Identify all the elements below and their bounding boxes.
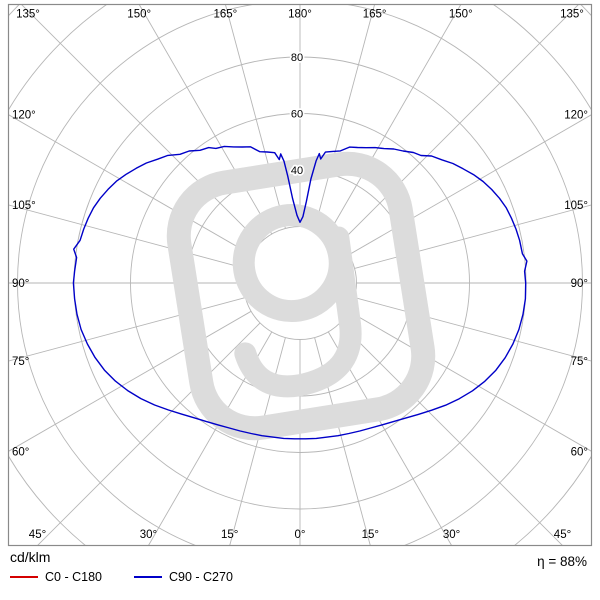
grid-radial-line — [348, 114, 592, 256]
angle-label: 180° — [288, 9, 312, 21]
angle-label: 30° — [140, 529, 157, 541]
angle-label: 165° — [363, 9, 387, 21]
grid-radial-line — [348, 310, 592, 452]
grid-radial-line — [147, 331, 273, 546]
grid-radial-line — [354, 204, 592, 269]
angle-label: 75° — [571, 356, 588, 368]
angle-label: 0° — [295, 529, 306, 541]
grid-radial-line — [339, 322, 564, 546]
polar-intensity-chart: 165° 150° 135° 120° 105° 90° 75° 60° 45° 30° 15° 0°… — [7, 3, 593, 547]
curve-C90-C270 — [72, 145, 528, 440]
angle-label: 165° — [214, 9, 238, 21]
grid-radial-line — [327, 4, 462, 235]
angle-label: 150° — [449, 9, 473, 21]
grid-radial-line — [354, 297, 592, 362]
grid-radial-line — [314, 337, 371, 546]
watermark-ring-shape — [232, 204, 351, 323]
angle-label: 45° — [29, 529, 46, 541]
watermark-logo — [166, 151, 436, 441]
angle-label: 30° — [443, 529, 460, 541]
ring-value-label: 40 — [291, 165, 303, 177]
chart-frame — [7, 3, 593, 547]
angle-label: 15° — [362, 529, 379, 541]
angle-label: 105° — [12, 200, 36, 212]
angle-label: 60° — [571, 446, 588, 458]
grid-radial-line — [138, 4, 273, 235]
angle-label: 75° — [12, 356, 29, 368]
legend-label-c0-c180: C0 - C180 — [45, 570, 102, 584]
legend: C0 - C180 C90 - C270 — [10, 570, 265, 584]
angle-label: 90° — [571, 278, 588, 290]
grid-radial-line — [36, 322, 261, 546]
watermark-frame-shape — [166, 151, 436, 441]
legend-entry-c0-c180: C0 - C180 — [10, 570, 102, 584]
grid-radial-line — [224, 4, 286, 229]
grid-radial-line — [20, 4, 261, 244]
angle-label: 60° — [12, 446, 29, 458]
angle-label: 120° — [564, 110, 588, 122]
angle-label: 120° — [12, 110, 36, 122]
efficiency-value: η = 88% — [537, 554, 587, 569]
grid-radial-line — [327, 331, 453, 546]
axis-labels: 165° 150° 135° 120° 105° 90° 75° 60° 45° 30° 15° 0°… — [12, 9, 588, 542]
unit-label: cd/klm — [10, 549, 51, 565]
angle-label: 105° — [564, 200, 588, 212]
watermark-tail-shape — [234, 226, 362, 398]
curves — [72, 145, 528, 440]
angle-label: 150° — [127, 9, 151, 21]
grid-radial-line — [339, 4, 580, 244]
angle-label: 45° — [554, 529, 571, 541]
angle-label: 15° — [221, 529, 238, 541]
polar-grid — [8, 4, 592, 546]
c0-c180-line-swatch — [10, 576, 38, 578]
angle-label: 135° — [560, 9, 584, 21]
c90-c270-line-swatch — [133, 576, 162, 578]
legend-entry-c90-c270: C90 - C270 — [133, 570, 233, 584]
angle-label: 90° — [12, 278, 29, 290]
ring-value-label: 60 — [291, 109, 303, 121]
ring-value-label: 80 — [291, 52, 303, 64]
angle-label: 135° — [16, 9, 40, 21]
grid-radial-line — [229, 337, 286, 546]
legend-label-c90-c270: C90 - C270 — [168, 570, 233, 584]
grid-radial-line — [8, 114, 252, 256]
